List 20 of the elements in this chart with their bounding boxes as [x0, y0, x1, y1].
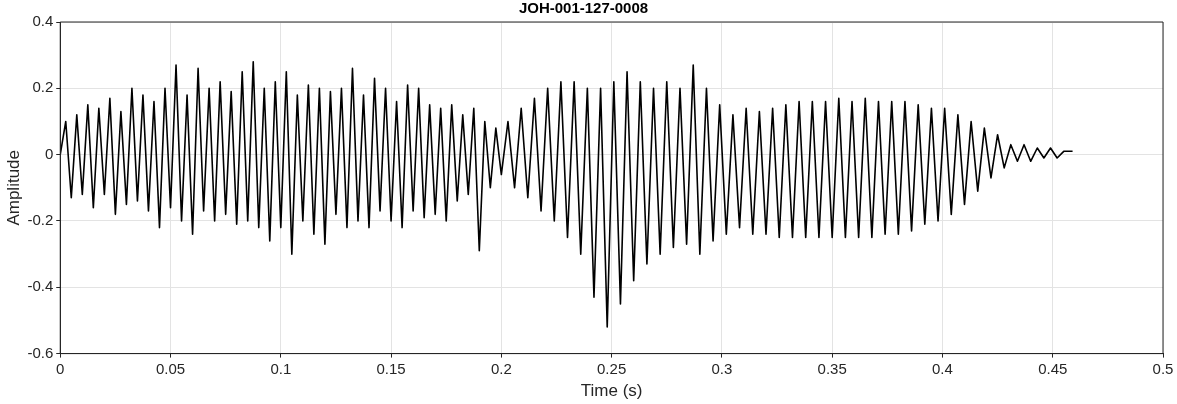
x-tick-label: 0.05: [155, 359, 186, 377]
x-tick-label: 0.45: [1038, 359, 1068, 377]
x-tick-label: 0.25: [597, 359, 627, 377]
x-tick-label: 0.15: [376, 359, 406, 377]
y-tick-label: -0.4: [27, 277, 54, 295]
y-tick-label: -0.2: [27, 211, 54, 229]
x-tick-label: 0: [56, 359, 65, 377]
y-tick-label: 0: [44, 144, 54, 162]
y-tick-label: 0.2: [32, 78, 54, 96]
y-axis-title: Amplitude: [3, 150, 23, 226]
x-tick-label: 0.35: [817, 359, 847, 377]
y-tick-label: -0.6: [27, 343, 54, 361]
x-tick-label: 0.3: [711, 359, 733, 377]
x-tick-label: 0.2: [490, 359, 512, 377]
x-tick-label: 0.1: [270, 359, 292, 377]
x-tick-label: 0.5: [1152, 359, 1174, 377]
x-tick-label: 0.4: [932, 359, 953, 377]
y-tick-label: 0.4: [32, 12, 54, 30]
chart-title: JOH-001-127-0008: [518, 0, 649, 17]
x-axis-title: Time (s): [580, 381, 643, 401]
